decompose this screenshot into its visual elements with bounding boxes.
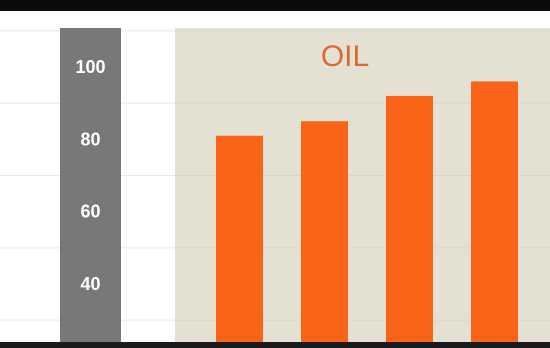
y-tick-label: 40 — [80, 274, 100, 294]
bar — [386, 95, 433, 342]
y-tick-label: 60 — [80, 202, 100, 222]
chart-title: OIL — [321, 40, 369, 73]
top-rule — [0, 0, 550, 11]
y-tick-label: 80 — [80, 129, 100, 149]
y-tick-label: 100 — [75, 57, 105, 77]
y-axis-band — [60, 28, 121, 342]
bar — [301, 121, 348, 342]
bar — [471, 81, 518, 342]
bars — [216, 81, 518, 342]
y-tick-labels: 100 80 60 40 — [75, 57, 105, 294]
baseline — [0, 342, 550, 348]
bar — [216, 135, 263, 342]
